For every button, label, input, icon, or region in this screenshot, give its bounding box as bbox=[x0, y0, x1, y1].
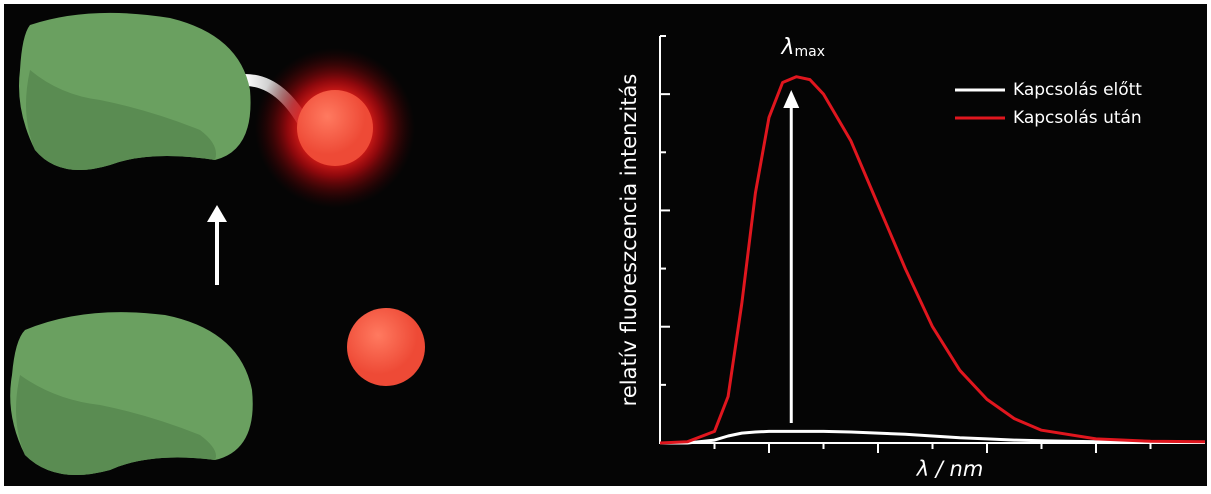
dye-free bbox=[347, 308, 425, 386]
dye-bound bbox=[297, 90, 373, 166]
legend-label: Kapcsolás előtt bbox=[1013, 80, 1142, 100]
x-axis-label: λ / nm bbox=[916, 457, 984, 481]
annotation-subscript: max bbox=[795, 44, 826, 60]
y-axis-label: relatív fluoreszcencia intenzitás bbox=[617, 74, 641, 407]
figure: relatív fluoreszcencia intenzitás λ / nm… bbox=[0, 0, 1211, 490]
annotation-symbol: λ bbox=[780, 35, 794, 60]
legend-label: Kapcsolás után bbox=[1013, 108, 1142, 128]
